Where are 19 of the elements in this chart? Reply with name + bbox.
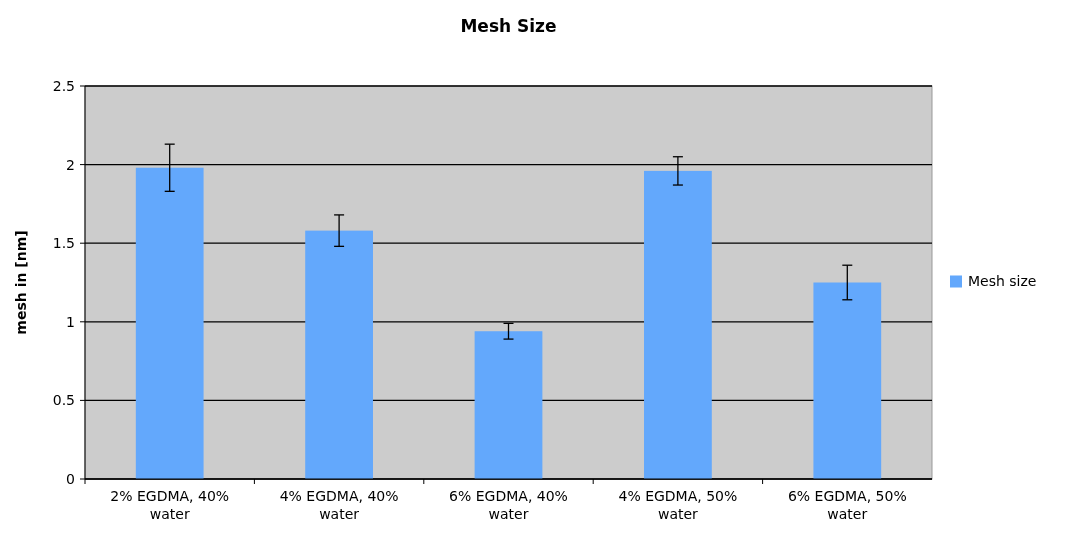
y-tick-label: 2: [66, 156, 75, 173]
bar: [813, 282, 882, 479]
chart-title: Mesh Size: [460, 16, 557, 36]
legend-label: Mesh size: [968, 273, 1037, 290]
bar: [135, 167, 204, 479]
x-tick-label: 4% EGDMA, 40% water: [279, 488, 399, 522]
x-tick-label: 2% EGDMA, 40% water: [110, 488, 230, 522]
bar: [644, 170, 712, 479]
bar: [305, 230, 373, 479]
y-axis-title: mesh in [nm]: [13, 230, 29, 335]
bar: [474, 331, 543, 479]
y-tick-label: 1: [66, 313, 75, 330]
y-tick-label: 0: [66, 470, 75, 487]
y-tick-label: 2.5: [52, 77, 75, 94]
x-tick-label: 4% EGDMA, 50% water: [618, 488, 738, 522]
y-tick-label: 0.5: [52, 392, 75, 409]
x-tick-label: 6% EGDMA, 50% water: [787, 488, 907, 522]
y-tick-label: 1.5: [52, 235, 75, 252]
x-tick-label: 6% EGDMA, 40% water: [449, 488, 568, 522]
